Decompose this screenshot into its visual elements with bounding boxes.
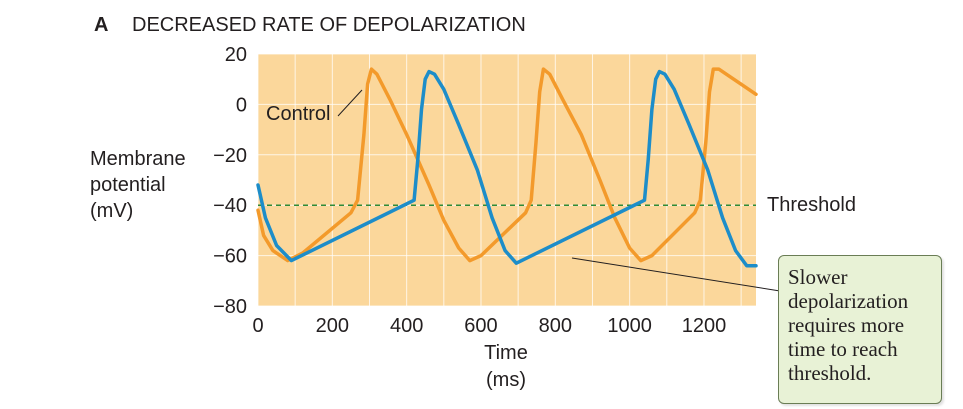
callout-box: Slower depolarization requires more time…	[778, 255, 942, 404]
x-tick-label: 200	[316, 315, 349, 337]
callout-pointer	[571, 257, 781, 292]
panel-title: DECREASED RATE OF DEPOLARIZATION	[132, 14, 526, 36]
series-layer	[256, 67, 758, 268]
threshold-label: Threshold	[767, 194, 856, 216]
callout-line: threshold.	[788, 361, 872, 385]
callout-line: depolarization	[788, 289, 909, 313]
x-tick-label: 0	[252, 315, 263, 337]
x-tick-label: 800	[539, 315, 572, 337]
x-axis-label: Time (ms)	[484, 342, 528, 391]
y-axis-ticks: 20 0 −20 −40 −60 −80	[213, 44, 247, 318]
control-series-label: Control	[266, 103, 330, 125]
callout-line: Slower	[788, 265, 848, 289]
callout-line: time to reach	[788, 337, 898, 361]
slowed-series-line	[256, 69, 758, 268]
y-axis-label-line: potential	[90, 174, 166, 196]
x-tick-label: 600	[464, 315, 497, 337]
panel-letter: A	[94, 14, 108, 36]
y-tick-label: −40	[213, 195, 247, 217]
control-series-line	[256, 67, 758, 263]
control-label-leader	[337, 89, 363, 117]
y-axis-label-line: (mV)	[90, 200, 133, 222]
x-axis-ticks: 0 200 400 600 800 1000 1200	[252, 315, 726, 337]
y-tick-label: −20	[213, 145, 247, 167]
x-tick-label: 1000	[607, 315, 652, 337]
y-axis-label: Membrane potential (mV)	[90, 148, 186, 222]
y-axis-label-line: Membrane	[90, 148, 186, 170]
gridlines	[257, 53, 756, 307]
x-tick-label: 1200	[682, 315, 727, 337]
chart-plot-area	[256, 53, 758, 307]
y-tick-label: 0	[236, 94, 247, 116]
plot-background	[258, 54, 756, 306]
callout-line: requires more	[788, 313, 905, 337]
x-axis-label-line: (ms)	[486, 369, 526, 391]
y-tick-label: −80	[213, 296, 247, 318]
y-tick-label: −60	[213, 246, 247, 268]
y-tick-label: 20	[225, 44, 247, 66]
x-axis-label-line: Time	[484, 342, 528, 364]
x-tick-label: 400	[390, 315, 423, 337]
